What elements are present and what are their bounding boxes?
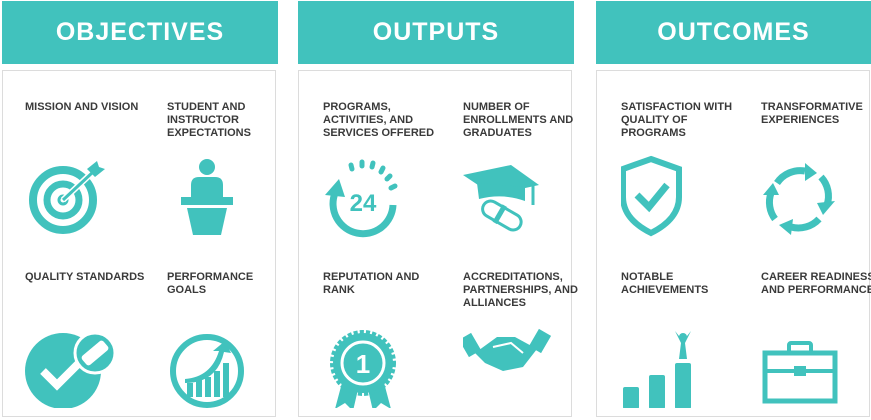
column-header: OUTCOMES [596, 1, 871, 64]
svg-text:1: 1 [356, 349, 370, 379]
item-quality-standards: QUALITY STANDARDS [25, 271, 150, 408]
checkmark-badge-icon [25, 323, 115, 408]
item-reputation: REPUTATION AND RANK 1 [323, 271, 448, 408]
column-panel: PROGRAMS, ACTIVITIES, AND SERVICES OFFER… [298, 70, 578, 417]
target-icon [25, 153, 105, 238]
handshake-icon [463, 323, 552, 408]
column-panel: SATISFACTION WITH QUALITY OF PROGRAMS TR… [596, 70, 871, 417]
item-achievements: NOTABLE ACHIEVEMENTS [621, 271, 746, 408]
cycle-arrows-icon [761, 153, 841, 238]
outputs-column: OUTPUTS PROGRAMS, ACTIVITIES, AND SERVIC… [298, 0, 578, 418]
item-enrollments: NUMBER OF ENROLLMENTS AND GRADUATES [463, 101, 588, 232]
speaker-podium-icon [167, 153, 247, 238]
column-panel: MISSION AND VISION STUDENT AND INSTRUCTO… [2, 70, 276, 417]
item-mission-vision: MISSION AND VISION [25, 101, 150, 234]
svg-text:24: 24 [350, 190, 377, 217]
24-hour-icon: 24 [323, 153, 403, 238]
growth-chart-icon [167, 323, 247, 408]
shield-check-icon [621, 153, 701, 238]
column-header: OBJECTIVES [2, 1, 278, 64]
column-header: OUTPUTS [298, 1, 574, 64]
item-programs: PROGRAMS, ACTIVITIES, AND SERVICES OFFER… [323, 101, 448, 238]
briefcase-icon [761, 323, 841, 408]
graduation-cap-icon [463, 153, 543, 238]
item-career-readiness: CAREER READINESS AND PERFORMANCE [761, 271, 871, 404]
item-performance-goals: PERFORMANCE GOALS [167, 271, 292, 408]
item-satisfaction: SATISFACTION WITH QUALITY OF PROGRAMS [621, 101, 746, 237]
podium-winner-icon [621, 323, 701, 408]
item-expectations: STUDENT AND INSTRUCTOR EXPECTATIONS [167, 101, 292, 235]
outcomes-column: OUTCOMES SATISFACTION WITH QUALITY OF PR… [596, 0, 871, 418]
objectives-column: OBJECTIVES MISSION AND VISION STUDENT AN… [2, 0, 278, 418]
item-transformative: TRANSFORMATIVE EXPERIENCES [761, 101, 871, 235]
award-ribbon-icon: 1 [323, 323, 403, 408]
item-accreditations: ACCREDITATIONS, PARTNERSHIPS, AND ALLIAN… [463, 271, 588, 371]
